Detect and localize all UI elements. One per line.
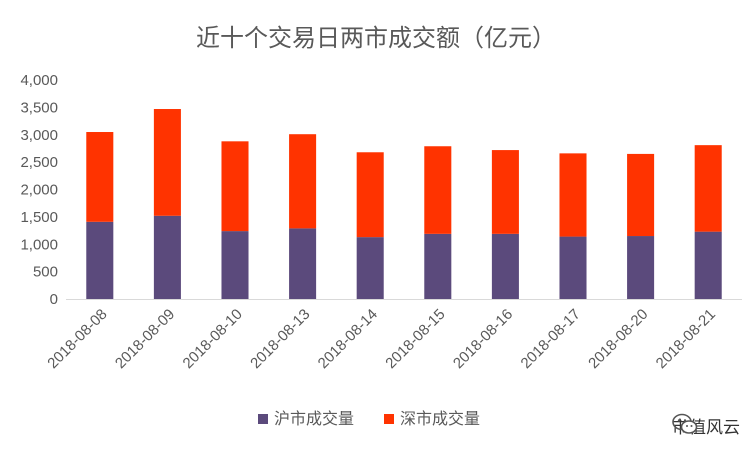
y-tick-label: 4,000 [20, 72, 58, 89]
bar-sz-segment [424, 146, 452, 234]
chart-title: 近十个交易日两市成交额（亿元） [196, 24, 556, 52]
bar-sh-segment [356, 237, 384, 299]
bar-sh-segment [491, 233, 519, 299]
x-tick-label: 2018-08-20 [585, 306, 651, 372]
bar-sz-segment [627, 153, 655, 237]
x-tick-label: 2018-08-21 [653, 306, 719, 372]
y-tick-label: 3,500 [20, 99, 58, 116]
bar-sz-segment [221, 141, 249, 232]
bar-sh-segment [86, 221, 114, 299]
legend-swatch [384, 414, 394, 424]
wechat-icon [672, 413, 698, 434]
y-tick-label: 1,500 [20, 209, 58, 226]
bar-sh-segment [559, 236, 587, 299]
y-tick-label: 1,000 [20, 236, 58, 253]
bar-sh-segment [694, 231, 722, 299]
x-tick-label: 2018-08-14 [315, 306, 381, 372]
y-tick-label: 3,000 [20, 127, 58, 144]
x-tick-label: 2018-08-08 [44, 306, 110, 372]
x-tick-label: 2018-08-10 [180, 306, 246, 372]
bar-sh-segment [424, 233, 452, 299]
legend-label: 深市成交量 [400, 409, 480, 428]
bar-sh-segment [153, 215, 181, 299]
bar-sz-segment [153, 109, 181, 216]
bar-sz-segment [694, 145, 722, 232]
legend-label: 沪市成交量 [274, 409, 354, 428]
legend-swatch [258, 414, 268, 424]
y-tick-label: 500 [33, 264, 58, 281]
bar-sz-segment [356, 152, 384, 238]
bar-sh-segment [221, 231, 249, 299]
y-tick-label: 2,000 [20, 182, 58, 199]
bar-sz-segment [491, 150, 519, 234]
x-tick-label: 2018-08-13 [247, 306, 313, 372]
x-tick-label: 2018-08-15 [382, 306, 448, 372]
x-tick-label: 2018-08-17 [518, 306, 584, 372]
bar-sz-segment [559, 153, 587, 237]
bar-sz-segment [289, 134, 317, 229]
y-tick-label: 2,500 [20, 154, 58, 171]
x-tick-label: 2018-08-09 [112, 306, 178, 372]
bar-sz-segment [86, 132, 114, 222]
x-tick-label: 2018-08-16 [450, 306, 516, 372]
bar-sh-segment [289, 228, 317, 299]
watermark: 市值风云 [672, 413, 740, 438]
bar-sh-segment [627, 236, 655, 299]
y-tick-label: 0 [50, 291, 58, 308]
